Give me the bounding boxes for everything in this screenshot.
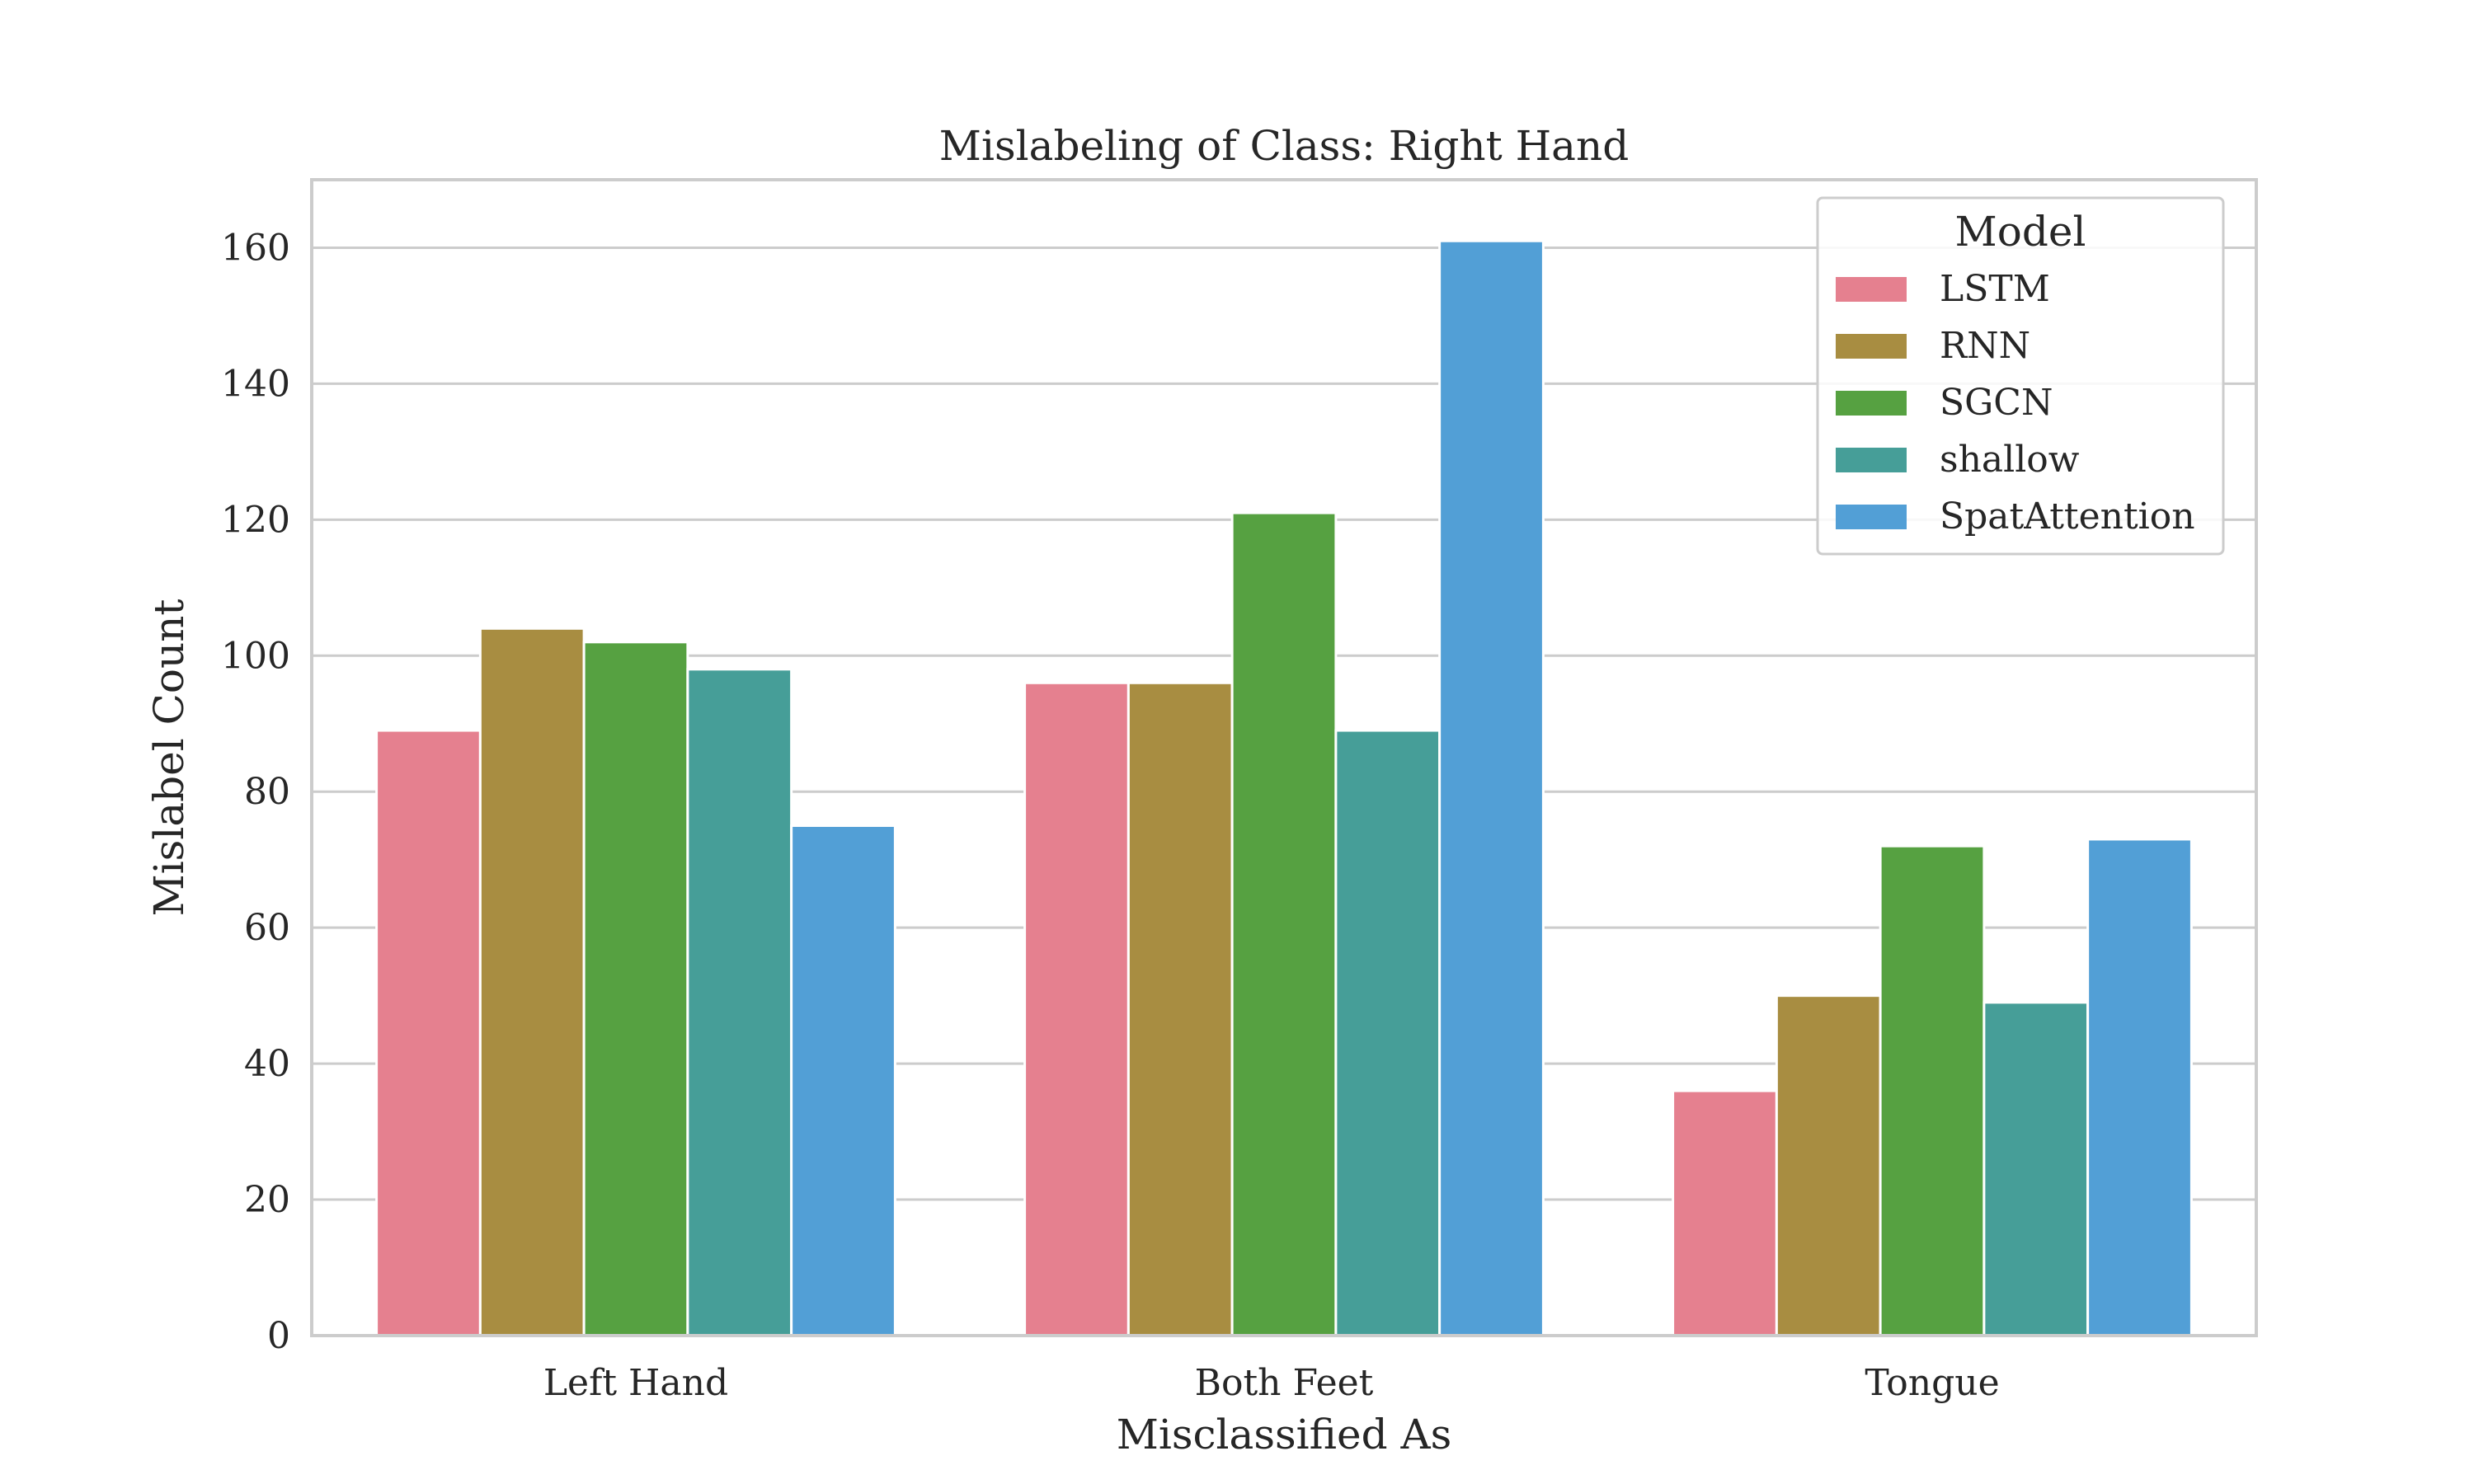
x-tick-label: Left Hand [543, 1362, 728, 1404]
legend-swatch-spatattention [1836, 505, 1907, 529]
y-tick-label: 20 [244, 1179, 290, 1221]
y-tick-label: 120 [221, 499, 290, 541]
y-tick-label: 140 [221, 363, 290, 405]
bar-rnn-left-hand [480, 628, 584, 1336]
y-tick-label: 0 [267, 1315, 290, 1357]
legend-label: LSTM [1940, 268, 2050, 310]
bar-spatattention-left-hand [792, 825, 896, 1336]
y-tick-label: 80 [244, 771, 290, 813]
bar-rnn-both-feet [1128, 683, 1232, 1336]
bar-spatattention-both-feet [1440, 241, 1544, 1336]
x-tick-label: Both Feet [1195, 1362, 1374, 1404]
bar-shallow-left-hand [688, 669, 792, 1336]
y-axis-label: Mislabel Count [145, 599, 193, 917]
chart-title: Mislabeling of Class: Right Hand [939, 122, 1629, 170]
y-tick-label: 100 [221, 635, 290, 677]
legend-title: Model [1955, 208, 2086, 256]
legend-label: shallow [1940, 439, 2080, 481]
bar-sgcn-tongue [1880, 846, 1984, 1336]
bar-shallow-both-feet [1336, 730, 1440, 1336]
y-tick-label: 40 [244, 1043, 290, 1085]
bar-rnn-tongue [1776, 996, 1880, 1336]
bar-sgcn-both-feet [1232, 513, 1336, 1336]
legend-swatch-shallow [1836, 448, 1907, 472]
y-tick-label: 160 [221, 227, 290, 269]
legend-label: SGCN [1940, 382, 2053, 424]
y-tick-label: 60 [244, 907, 290, 949]
legend-label: RNN [1940, 325, 2030, 367]
x-tick-label: Tongue [1865, 1362, 1999, 1404]
x-axis-label: Misclassified As [1117, 1411, 1452, 1458]
legend: Model LSTM RNN SGCN shallow SpatAttention [1818, 198, 2223, 554]
bar-lstm-left-hand [377, 730, 481, 1336]
bar-lstm-tongue [1673, 1091, 1777, 1336]
bar-spatattention-tongue [2088, 839, 2192, 1336]
legend-swatch-sgcn [1836, 391, 1907, 416]
bar-shallow-tongue [1984, 1003, 2088, 1336]
legend-swatch-lstm [1836, 277, 1907, 302]
bar-sgcn-left-hand [584, 642, 688, 1336]
bar-lstm-both-feet [1025, 683, 1129, 1336]
legend-label: SpatAttention [1940, 495, 2195, 538]
legend-swatch-rnn [1836, 334, 1907, 359]
